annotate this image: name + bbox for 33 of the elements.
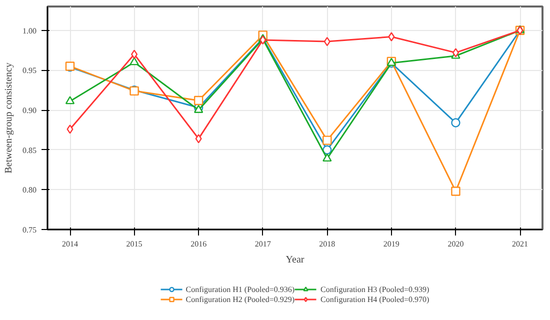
y-tick-label: 0.95 (22, 66, 36, 76)
y-tick-label: 0.80 (22, 186, 36, 195)
y-tick-label: 0.85 (22, 146, 36, 155)
x-tick-label: 2020 (448, 240, 464, 248)
x-axis-title: Year (286, 254, 305, 266)
point (388, 32, 395, 42)
legend-label: Configuration H4 (Pooled=0.970) (320, 294, 430, 304)
legend-label: Configuration H3 (Pooled=0.939) (320, 284, 430, 294)
point (66, 124, 74, 134)
point (452, 48, 459, 58)
legend-label: Configuration H1 (Pooled=0.936) (186, 284, 294, 294)
x-tick-label: 2014 (62, 240, 78, 248)
legend-label: Configuration H2 (Pooled=0.929) (186, 294, 294, 304)
x-tick-label: 2018 (319, 240, 336, 248)
y-tick-label: 1.00 (22, 26, 36, 36)
point (324, 36, 330, 46)
x-tick-label: 2017 (254, 240, 271, 248)
point (322, 136, 332, 145)
y-tick-label: 0.75 (22, 226, 36, 234)
point (451, 186, 460, 196)
point (451, 118, 460, 128)
x-tick-label: 2021 (512, 240, 528, 248)
point (65, 96, 75, 104)
point (130, 57, 139, 66)
x-tick-label: 2015 (126, 240, 142, 248)
point (195, 134, 202, 144)
y-axis-title: Between-group consistency (4, 62, 14, 174)
point (194, 96, 204, 106)
x-tick-label: 2019 (383, 240, 400, 248)
x-tick-label: 2016 (190, 240, 207, 248)
point (131, 50, 138, 59)
y-tick-label: 0.90 (22, 106, 36, 116)
point (322, 153, 332, 162)
